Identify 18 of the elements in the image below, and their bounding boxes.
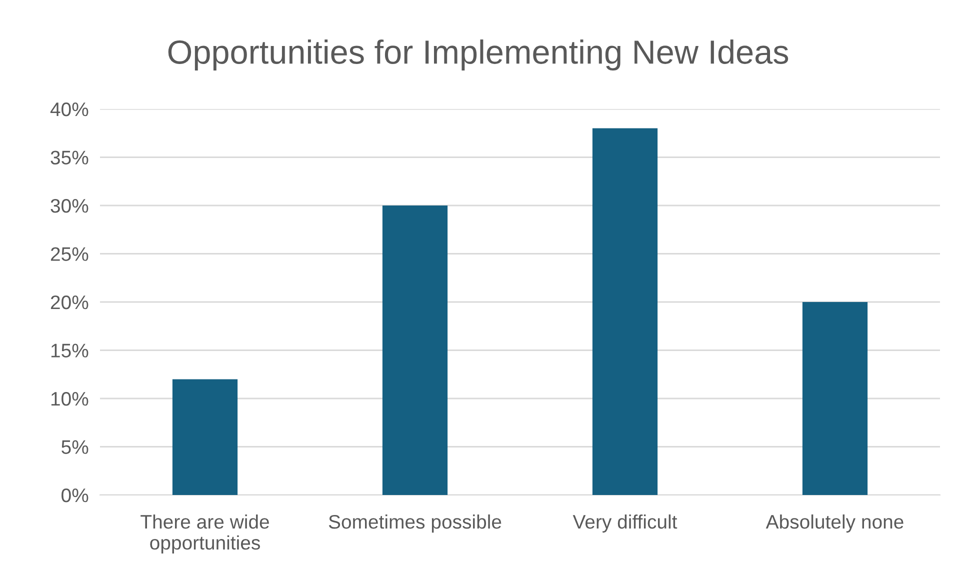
x-tick-label: There are wide opportunities [140,514,269,554]
y-tick-label: 5% [62,440,88,454]
y-tick-label: 15% [51,344,88,358]
bar [802,302,868,495]
bar [172,379,238,495]
x-tick-label: Sometimes possible [328,514,502,533]
y-tick-label: 10% [51,392,88,406]
y-tick-label: 25% [50,247,88,261]
chart-title: Opportunities for Implementing New Ideas [168,39,788,71]
y-tick-label: 40% [50,102,88,116]
y-tick-label: 35% [50,150,88,164]
y-tick-label: 30% [50,198,88,213]
bar [592,128,658,495]
y-tick-label: 0% [62,488,88,502]
x-tick-label: Absolutely none [766,514,904,533]
bar [382,206,448,495]
y-tick-label: 20% [50,295,88,310]
x-tick-label: Very difficult [572,514,678,533]
